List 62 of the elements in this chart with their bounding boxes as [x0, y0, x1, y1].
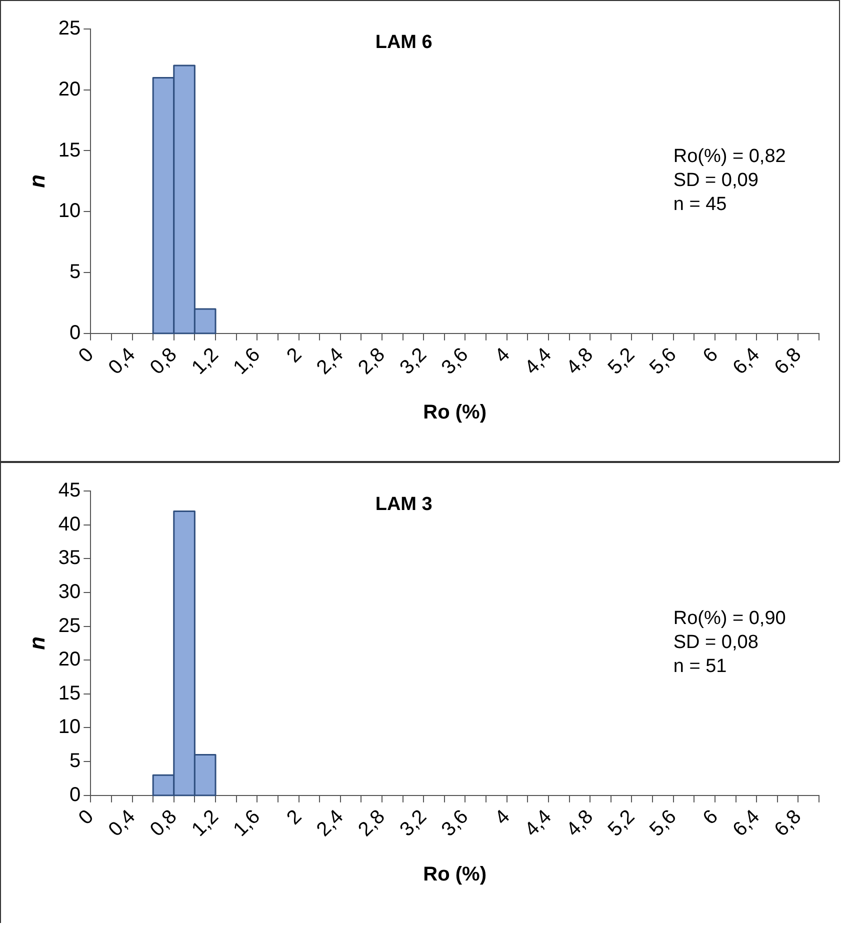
x-tick-label: 1,6 — [229, 806, 265, 841]
x-tick-label: 4,8 — [562, 806, 598, 841]
x-tick-label: 0,4 — [104, 806, 140, 841]
x-tick-label: 6,8 — [770, 806, 806, 841]
x-tick-label: 4 — [490, 806, 514, 830]
y-tick-label: 10 — [58, 200, 81, 222]
y-axis-title: n — [24, 174, 50, 188]
x-tick-label: 6,8 — [770, 344, 806, 379]
y-tick-label: 40 — [58, 513, 81, 536]
x-tick-label: 3,6 — [437, 806, 473, 841]
x-tick-label: 4,8 — [562, 344, 598, 379]
x-tick-label: 2,8 — [354, 344, 390, 379]
y-tick-label: 30 — [58, 580, 81, 603]
x-tick-label: 6,4 — [728, 806, 764, 841]
annotation: n = 51 — [673, 656, 727, 678]
annotation: SD = 0,09 — [673, 170, 758, 192]
y-tick-label: 0 — [70, 322, 81, 344]
y-tick-label: 10 — [58, 716, 81, 738]
x-tick-label: 0,8 — [146, 806, 182, 841]
x-tick-label: 3,2 — [396, 806, 432, 841]
x-tick-label: 1,2 — [188, 344, 223, 379]
x-tick-label: 0,8 — [146, 344, 182, 379]
annotation: Ro(%) = 0,90 — [673, 608, 786, 630]
x-tick-label: 3,6 — [437, 344, 473, 379]
x-tick-label: 0,4 — [104, 344, 140, 379]
x-tick-label: 4 — [490, 344, 514, 368]
y-tick-label: 20 — [58, 78, 81, 100]
y-tick-label: 5 — [70, 261, 81, 284]
x-tick-label: 2 — [282, 806, 306, 830]
y-tick-label: 15 — [58, 139, 81, 162]
x-tick-label: 2,4 — [312, 806, 348, 841]
x-tick-label: 5,6 — [646, 344, 681, 379]
x-tick-label: 3,2 — [396, 344, 432, 379]
x-axis-title: Ro (%) — [423, 864, 486, 886]
y-tick-label: 20 — [58, 648, 81, 671]
y-tick-label: 45 — [58, 480, 81, 502]
x-tick-label: 6 — [698, 344, 722, 368]
x-tick-label: 2 — [282, 344, 306, 368]
y-tick-label: 25 — [58, 18, 81, 40]
y-tick-label: 15 — [58, 682, 81, 704]
x-tick-label: 5,2 — [604, 806, 640, 841]
y-axis-title: n — [24, 636, 50, 650]
y-tick-label: 5 — [70, 750, 81, 772]
x-tick-label: 1,2 — [188, 806, 223, 841]
annotation: n = 45 — [673, 194, 727, 216]
x-tick-label: 6 — [698, 806, 722, 830]
x-tick-label: 1,6 — [229, 344, 265, 379]
chart-title: LAM 3 — [375, 494, 432, 516]
x-tick-label: 2,8 — [354, 806, 390, 841]
annotation: SD = 0,08 — [673, 632, 758, 654]
x-axis-title: Ro (%) — [423, 402, 486, 424]
x-tick-label: 6,4 — [728, 344, 764, 379]
chart-title: LAM 6 — [375, 32, 432, 54]
x-tick-label: 5,6 — [646, 806, 681, 841]
y-tick-label: 35 — [58, 547, 81, 570]
annotation: Ro(%) = 0,82 — [673, 146, 786, 168]
y-tick-label: 25 — [58, 614, 81, 637]
x-tick-label: 5,2 — [604, 344, 640, 379]
x-tick-label: 2,4 — [312, 344, 348, 379]
y-tick-label: 0 — [70, 784, 81, 806]
x-tick-label: 4,4 — [520, 344, 556, 379]
x-tick-label: 4,4 — [520, 806, 556, 841]
